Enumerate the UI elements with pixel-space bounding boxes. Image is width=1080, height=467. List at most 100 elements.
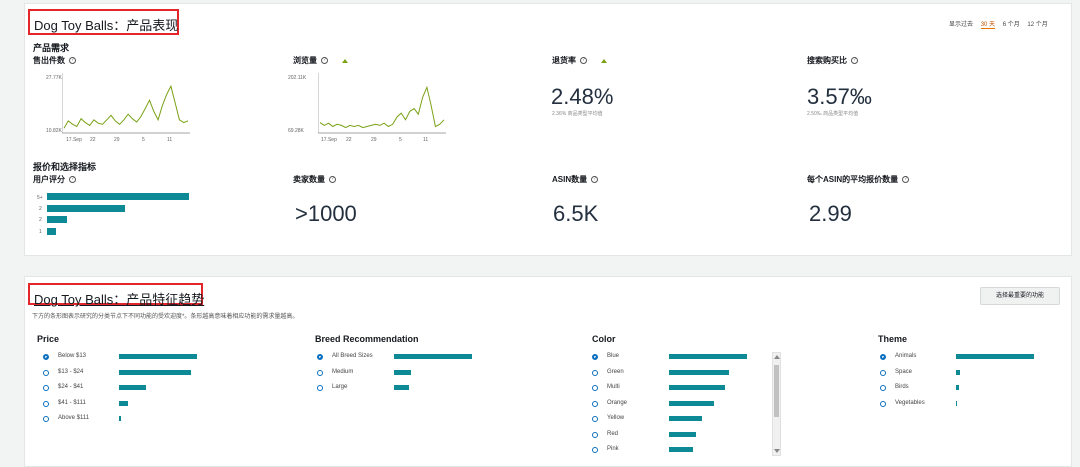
rating-bar	[47, 227, 56, 235]
rating-level: 2	[39, 206, 42, 212]
help-icon[interactable]: ?	[321, 57, 328, 65]
scroll-up-icon[interactable]	[774, 355, 780, 359]
scrollbar-thumb[interactable]	[774, 365, 779, 417]
help-icon[interactable]: ?	[591, 176, 599, 184]
feature-option[interactable]: Multi	[592, 383, 792, 393]
views-ymax: 202.11K	[288, 75, 307, 81]
views-xtick: 5	[399, 137, 402, 143]
time-range-12m[interactable]: 12 个月	[1027, 22, 1048, 28]
time-range-30d[interactable]: 30 天	[980, 22, 996, 29]
views-xtick: 11	[423, 137, 429, 143]
feature-option[interactable]: Yellow	[592, 414, 792, 424]
radio-button[interactable]	[592, 369, 598, 376]
feature-bar	[956, 400, 957, 406]
radio-button[interactable]	[43, 416, 49, 422]
help-icon[interactable]: ?	[69, 57, 76, 65]
pricing-section-label: 报价和选择指标	[33, 162, 97, 172]
time-range-selector: 显示过去 30 天 6 个月 12 个月	[949, 19, 1048, 29]
select-features-button[interactable]: 选择最重要的功能	[980, 287, 1060, 305]
page-views-label: 浏览量?	[293, 55, 348, 66]
feature-option[interactable]: Medium	[317, 368, 517, 378]
feature-option[interactable]: Orange	[592, 399, 792, 409]
views-ymin: 69.28K	[288, 128, 304, 134]
feature-label: Orange	[607, 399, 628, 406]
help-icon[interactable]: ?	[851, 57, 858, 65]
feature-bar	[394, 369, 411, 375]
feature-label: Yellow	[607, 415, 625, 421]
trends-description: 下方的条形图表示研究的分类节点下不同功能的受欢迎度*。条形越高意味着相应功能的需…	[32, 314, 299, 320]
feature-option[interactable]: $24 - $41	[43, 383, 243, 393]
feature-option[interactable]: $13 - $24	[43, 368, 243, 378]
feature-label: Large	[332, 384, 348, 390]
feature-option[interactable]: Space	[880, 368, 1080, 378]
return-rate-average: 2.36% 商品类型平均值	[552, 111, 603, 117]
radio-button[interactable]	[317, 354, 323, 360]
price-header: Price	[37, 334, 60, 344]
feature-bar	[669, 431, 696, 437]
radio-button[interactable]	[592, 447, 598, 453]
feature-option[interactable]: All Breed Sizes	[317, 352, 517, 362]
sellers-label: 卖家数量?	[293, 174, 336, 185]
feature-option[interactable]: $41 - $111	[43, 399, 243, 409]
radio-button[interactable]	[880, 385, 886, 391]
feature-option[interactable]: Below $13	[43, 352, 243, 362]
feature-option[interactable]: Red	[592, 430, 792, 440]
feature-label: Vegetables	[895, 399, 925, 406]
feature-bar	[394, 385, 409, 390]
radio-button[interactable]	[43, 369, 49, 376]
radio-button[interactable]	[880, 354, 886, 360]
feature-option[interactable]: Pink	[592, 445, 792, 455]
return-rate-value: 2.48%	[551, 84, 614, 109]
radio-button[interactable]	[43, 385, 49, 391]
performance-card	[24, 3, 1072, 256]
feature-bar	[119, 400, 128, 406]
feature-label: Green	[607, 368, 624, 375]
feature-option[interactable]: Green	[592, 368, 792, 378]
feature-label: Medium	[332, 368, 354, 375]
rating-bar	[47, 193, 189, 200]
radio-button[interactable]	[592, 400, 598, 407]
radio-button[interactable]	[880, 400, 886, 407]
trends-title: Dog Toy Balls：产品特征趋势	[34, 292, 205, 307]
help-icon[interactable]: ?	[902, 176, 910, 184]
rating-level: 1	[39, 229, 42, 235]
performance-title: Dog Toy Balls：产品表现	[34, 18, 179, 33]
time-range-6m[interactable]: 6 个月	[1002, 22, 1020, 28]
search-ratio-label: 搜索购买比?	[807, 55, 858, 66]
feature-bar	[119, 369, 191, 375]
feature-label: Pink	[607, 446, 619, 452]
radio-button[interactable]	[43, 354, 49, 360]
radio-button[interactable]	[317, 385, 323, 391]
feature-option[interactable]: Vegetables	[880, 399, 1080, 409]
radio-button[interactable]	[880, 369, 886, 376]
scroll-down-icon[interactable]	[774, 449, 780, 453]
feature-bar	[394, 354, 472, 359]
feature-label: $41 - $111	[58, 399, 86, 406]
feature-label: $24 - $41	[58, 384, 84, 390]
color-list-scrollbar[interactable]	[772, 352, 781, 456]
feature-bar	[956, 369, 960, 375]
radio-button[interactable]	[592, 416, 598, 422]
feature-option[interactable]: Animals	[880, 352, 1080, 362]
radio-button[interactable]	[592, 431, 598, 438]
radio-button[interactable]	[592, 385, 598, 391]
feature-option[interactable]: Above $111	[43, 414, 243, 424]
radio-button[interactable]	[592, 354, 598, 360]
help-icon[interactable]: ?	[329, 176, 336, 184]
feature-label: Space	[895, 368, 913, 375]
demand-section-label: 产品需求	[33, 43, 70, 53]
rating-bar	[47, 216, 67, 223]
color-header: Color	[592, 334, 616, 344]
feature-bar	[956, 354, 1034, 359]
units-sold-chart	[62, 73, 190, 134]
feature-option[interactable]: Large	[317, 383, 517, 393]
radio-button[interactable]	[43, 400, 49, 407]
help-icon[interactable]: ?	[69, 176, 76, 184]
feature-label: Birds	[895, 384, 909, 390]
trends-card	[24, 276, 1072, 467]
feature-label: Blue	[607, 353, 620, 359]
feature-option[interactable]: Birds	[880, 383, 1080, 393]
radio-button[interactable]	[317, 369, 323, 376]
feature-option[interactable]: Blue	[592, 352, 792, 362]
help-icon[interactable]: ?	[580, 57, 587, 65]
